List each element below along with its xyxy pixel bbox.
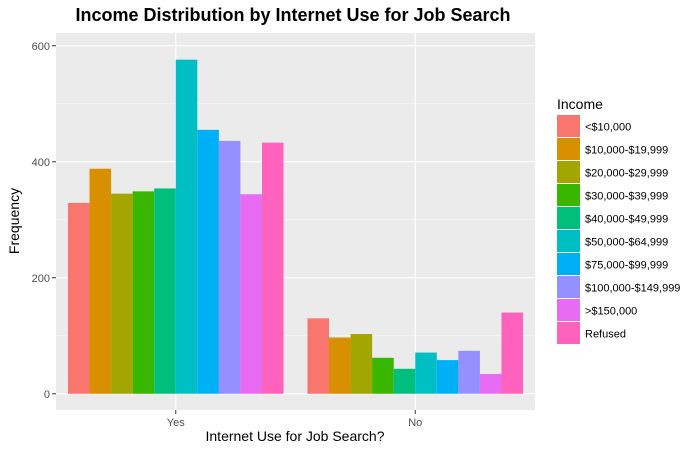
bar [175, 59, 198, 394]
y-tick-label: 600 [32, 41, 50, 53]
bar [154, 188, 176, 394]
legend-key [557, 161, 580, 183]
legend-key [557, 322, 580, 344]
bar [458, 350, 480, 394]
legend-label: Refused [585, 329, 626, 341]
legend-key [557, 207, 580, 229]
y-tick-label: 200 [32, 273, 50, 285]
legend-label: $100,000-$149,999 [585, 283, 680, 295]
bar [329, 337, 351, 394]
legend-label: $75,000-$99,999 [585, 260, 668, 272]
y-axis-title: Frequency [6, 188, 22, 254]
bar [132, 191, 155, 394]
bar [218, 140, 241, 394]
bar [501, 312, 524, 394]
legend-label: $30,000-$39,999 [585, 191, 668, 203]
y-tick-label: 0 [44, 389, 50, 401]
bar [415, 352, 437, 394]
bar [350, 334, 373, 394]
bar [479, 374, 502, 394]
legend-label: $10,000-$19,999 [585, 145, 668, 157]
x-tick-label: Yes [167, 417, 185, 429]
bar [240, 194, 262, 394]
chart-title: Income Distribution by Internet Use for … [75, 5, 510, 25]
bar [197, 129, 219, 394]
legend-label: <$10,000 [585, 122, 631, 134]
legend-key [557, 276, 580, 298]
legend-key [557, 138, 580, 160]
y-axis: 0 200 400 600 [32, 41, 56, 401]
legend: Income <$10,000 $10,000-$19,999 $20,000-$2… [557, 96, 680, 344]
legend-key [557, 230, 580, 252]
bar [261, 142, 284, 394]
legend-label: $50,000-$64,999 [585, 237, 668, 249]
legend-key [557, 253, 580, 275]
x-axis: Yes No [167, 410, 422, 429]
bar [111, 193, 133, 394]
legend-title: Income [557, 96, 603, 112]
bar [372, 357, 394, 394]
x-axis-title: Internet Use for Job Search? [206, 428, 385, 444]
bar [436, 360, 459, 394]
bar [89, 168, 112, 394]
bar [307, 318, 330, 394]
legend-key [557, 299, 580, 321]
bars [67, 59, 524, 394]
x-tick-label: No [408, 417, 422, 429]
y-tick-label: 400 [32, 157, 50, 169]
legend-label: >$150,000 [585, 306, 637, 318]
legend-label: $40,000-$49,999 [585, 214, 668, 226]
bar [67, 202, 90, 394]
legend-key [557, 184, 580, 206]
bar [393, 368, 416, 394]
legend-key [557, 115, 580, 137]
legend-label: $20,000-$29,999 [585, 168, 668, 180]
